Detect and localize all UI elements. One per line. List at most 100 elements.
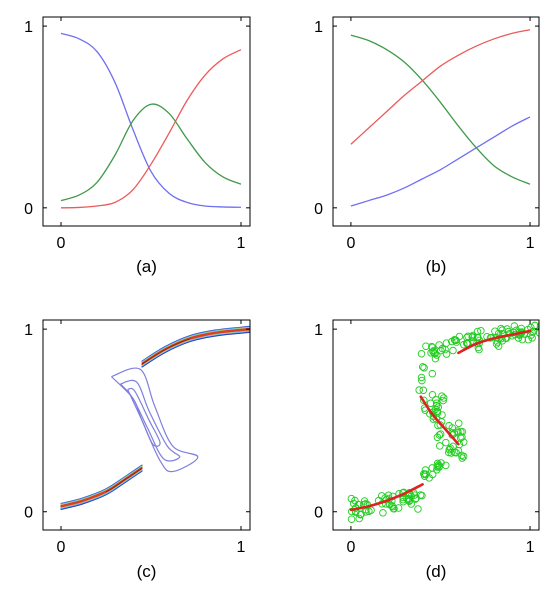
data-point (437, 459, 445, 467)
x-tick-label: 0 (346, 235, 355, 252)
data-point (347, 494, 356, 503)
data-point (510, 322, 519, 330)
fit-segment-1 (349, 483, 424, 512)
data-point (438, 392, 446, 400)
data-point (536, 322, 539, 330)
data-point (347, 515, 356, 523)
plot-area (350, 29, 531, 207)
data-point (449, 346, 457, 355)
y-tick-label: 0 (24, 505, 33, 522)
y-tick-label: 1 (314, 19, 323, 36)
data-point (420, 364, 428, 372)
plot-frame (42, 319, 251, 531)
series-line-2 (60, 103, 242, 202)
x-tick-label: 1 (526, 235, 535, 252)
data-point (426, 399, 435, 408)
panel-caption: (d) (426, 562, 447, 581)
y-tick-label: 1 (24, 322, 33, 339)
data-point (432, 395, 440, 404)
x-tick-label: 0 (57, 235, 66, 252)
lower-core (60, 490, 107, 508)
data-point (422, 342, 430, 350)
data-point (492, 340, 501, 348)
lower-band-contour-3 (60, 469, 143, 510)
upper-band-contour-3 (141, 331, 250, 367)
x-tick-label: 0 (346, 539, 355, 556)
data-point (439, 396, 447, 405)
data-point (417, 350, 426, 358)
plot-frame (332, 319, 540, 531)
data-point (441, 345, 449, 354)
data-point (438, 411, 446, 419)
data-point (435, 431, 444, 439)
data-point (430, 349, 438, 357)
data-point (449, 442, 457, 451)
data-point (459, 452, 468, 461)
data-point (448, 337, 456, 346)
upper-core (190, 328, 250, 340)
upper-band-contour-4 (141, 326, 250, 363)
data-point (429, 412, 438, 421)
data-point (360, 497, 369, 505)
lower-band-contour-4 (60, 465, 143, 505)
data-point (406, 496, 414, 505)
data-point (494, 342, 503, 350)
data-point (456, 434, 465, 442)
data-point (435, 341, 443, 349)
data-point (524, 335, 533, 344)
data-point (444, 448, 453, 457)
data-point (355, 514, 363, 523)
data-point (351, 496, 359, 505)
upper-band-contour-2 (141, 325, 250, 362)
middle-contour-1 (110, 367, 199, 473)
data-point (445, 421, 453, 430)
data-point (455, 419, 463, 427)
data-point (455, 332, 464, 341)
series-line-2 (350, 34, 531, 185)
panel-caption: (c) (137, 562, 157, 581)
data-point (420, 472, 429, 480)
data-point (417, 373, 426, 382)
lower-band-contour-2 (60, 464, 143, 505)
x-tick-label: 1 (237, 235, 246, 252)
data-point (436, 430, 445, 438)
data-point (468, 333, 476, 342)
data-point (404, 495, 413, 504)
data-point (433, 463, 442, 471)
lower-band-contour-6 (60, 465, 143, 506)
fit-segment-3 (457, 329, 532, 355)
x-tick-label: 1 (237, 539, 246, 556)
y-tick-label: 0 (314, 505, 323, 522)
data-point (433, 351, 441, 359)
data-point (439, 394, 448, 402)
y-tick-label: 1 (314, 322, 323, 339)
lower-band-contour-5 (60, 469, 143, 509)
data-point (434, 403, 443, 411)
upper-band-contour-5 (141, 330, 250, 367)
data-point (442, 438, 450, 447)
series-line-1 (350, 116, 531, 207)
data-point (378, 492, 386, 500)
data-point (433, 407, 441, 416)
plot-area (60, 325, 250, 510)
data-point (436, 442, 444, 450)
data-point (415, 386, 423, 394)
data-point (446, 444, 455, 453)
data-point (428, 369, 437, 378)
data-point (442, 461, 450, 470)
series-line-1 (60, 32, 242, 208)
plot-frame (42, 16, 251, 227)
data-point (464, 332, 472, 341)
y-tick-label: 1 (24, 19, 33, 36)
data-point (418, 363, 427, 371)
x-tick-label: 1 (526, 539, 535, 556)
data-point (458, 433, 466, 441)
data-point (428, 391, 437, 399)
data-point (442, 350, 451, 358)
plot-area (60, 32, 242, 209)
data-point (437, 346, 445, 355)
upper-band-contour-6 (141, 327, 250, 363)
data-point (394, 504, 403, 512)
middle-contour-3 (127, 387, 161, 447)
